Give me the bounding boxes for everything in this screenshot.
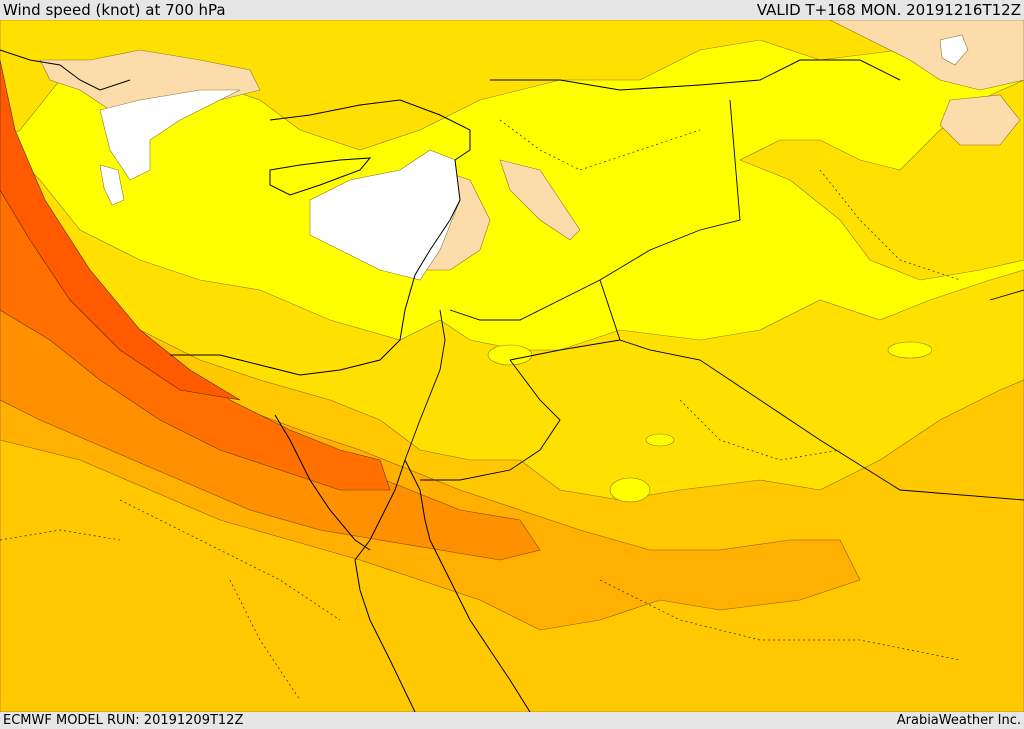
wind-band-orange	[0, 159, 861, 631]
coastlines	[0, 49, 901, 712]
low-wind-peach-iraq	[939, 94, 1021, 146]
patch-yellow-small	[645, 433, 675, 447]
wind-band-max	[0, 59, 241, 401]
patch-yellow-saudi	[609, 477, 651, 503]
country-borders	[404, 99, 1024, 501]
header-bar: Wind speed (knot) at 700 hPa VALID T+168…	[0, 0, 1024, 20]
model-run-label: ECMWF MODEL RUN: 20191209T12Z	[3, 713, 244, 728]
patch-yellow-saudi-east	[887, 341, 933, 359]
footer-bar: ECMWF MODEL RUN: 20191209T12Z ArabiaWeat…	[0, 712, 1024, 729]
map-canvas	[0, 20, 1024, 712]
dotted-province-lines	[0, 119, 961, 701]
calm-white-caspian	[939, 34, 969, 66]
map-title: Wind speed (knot) at 700 hPa	[3, 1, 226, 19]
patch-yellow-jordan	[487, 344, 533, 366]
calm-white-east-med	[309, 149, 461, 281]
calm-white-crete	[99, 164, 125, 206]
calm-white-aegean	[99, 89, 241, 181]
wind-speed-map[interactable]	[0, 20, 1024, 712]
credit-label: ArabiaWeather Inc.	[896, 713, 1021, 728]
valid-time: VALID T+168 MON. 20191216T12Z	[756, 1, 1021, 19]
low-wind-peach-iran	[829, 20, 1024, 91]
low-wind-peach-syria	[499, 159, 581, 241]
